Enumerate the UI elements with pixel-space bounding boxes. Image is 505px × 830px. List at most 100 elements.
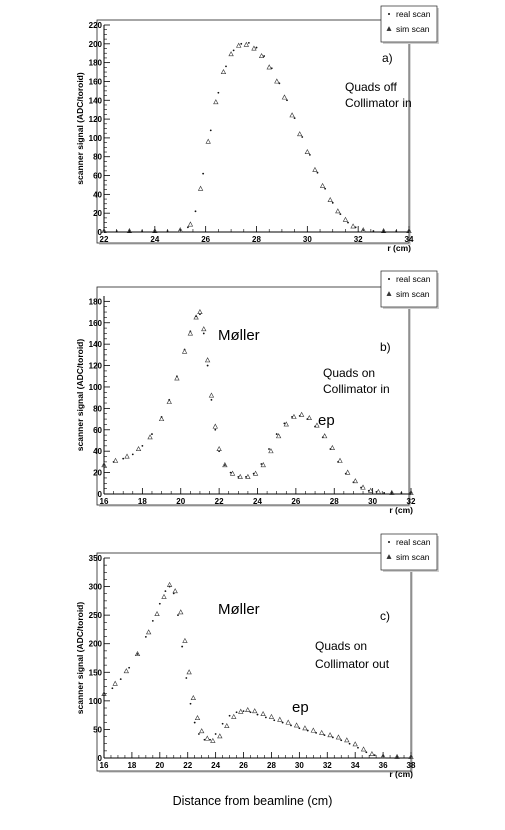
sim-scan-point	[266, 64, 272, 70]
real-scan-point	[228, 714, 231, 717]
real-scan-point	[202, 332, 205, 335]
sim-scan-point	[350, 223, 356, 229]
sim-scan-point	[297, 131, 303, 137]
sim-scan-point	[251, 45, 257, 51]
sim-scan-point	[327, 196, 333, 202]
x-tick-label: 24	[211, 761, 220, 770]
sim-scan-point	[101, 228, 107, 234]
sim-scan-point	[147, 434, 153, 440]
x-tick-label: 32	[323, 761, 332, 770]
legend-label: sim scan	[396, 24, 430, 34]
sim-scan-point	[161, 593, 167, 599]
real-scan-point	[210, 398, 213, 401]
sim-scan-point	[228, 51, 234, 57]
sim-scan-point	[236, 42, 242, 48]
sim-scan-point	[360, 227, 366, 233]
x-tick-label: 16	[100, 497, 109, 506]
real-scan-point	[290, 724, 292, 727]
real-scan-point	[229, 471, 232, 474]
sim-scan-point	[199, 728, 205, 734]
sim-scan-point	[212, 423, 218, 429]
sim-scan-point	[344, 737, 350, 743]
legend-marker-sim-scan	[386, 291, 392, 296]
sim-scan-point	[166, 398, 172, 404]
sim-scan-point	[260, 462, 266, 468]
sim-scan-point	[380, 228, 387, 234]
real-scan-point	[141, 230, 144, 232]
y-tick-label: 350	[89, 554, 103, 563]
real-scan-point	[166, 230, 169, 232]
y-tick-label: 120	[89, 362, 103, 371]
sim-scan-point	[298, 411, 305, 417]
sim-scan-point	[291, 413, 297, 419]
y-tick-label: 150	[89, 668, 103, 677]
real-scan-point	[395, 230, 398, 232]
sim-scan-point	[193, 314, 199, 320]
chart-panel-2: 16 18 20 22 24 26 28 30 32 0 20 40 60 80 100 120 140 160 1…	[75, 270, 439, 515]
sim-scan-point	[312, 166, 318, 172]
sim-scan-point	[277, 716, 283, 722]
y-tick-label: 80	[93, 153, 102, 162]
sim-scan-point	[274, 78, 280, 84]
sim-scan-point	[327, 732, 333, 738]
x-tick-label: 22	[183, 761, 192, 770]
y-tick-label: 100	[89, 697, 103, 706]
real-scan-point	[221, 722, 224, 725]
real-scan-point	[131, 453, 134, 456]
x-axis-unit: r (cm)	[387, 243, 411, 253]
legend-marker-real-scan	[388, 541, 390, 543]
real-scan-point	[141, 444, 144, 447]
real-scan-series	[103, 585, 412, 758]
real-scan-point	[390, 492, 393, 494]
sim-scan-point	[112, 457, 119, 463]
footer-caption: Distance from beamline (cm)	[172, 794, 333, 808]
real-scan-point	[197, 733, 200, 735]
y-axis-label: scanner signal (ADC/toroid)	[75, 339, 85, 452]
x-tick-label: 30	[295, 761, 304, 770]
legend-box	[380, 533, 438, 571]
panel-label: b)	[380, 340, 391, 354]
y-tick-label: 100	[89, 134, 103, 143]
real-scan-point	[181, 645, 184, 648]
legend-box	[380, 270, 438, 308]
real-scan-point	[151, 433, 153, 435]
y-tick-label: 300	[89, 583, 103, 592]
panel-frame	[96, 552, 412, 772]
sim-scan-point	[204, 357, 211, 363]
y-tick-label: 0	[98, 490, 103, 499]
sim-scan-point	[369, 750, 375, 756]
sim-scan-point	[166, 581, 173, 587]
sim-scan-point	[283, 421, 289, 427]
y-tick-label: 120	[89, 115, 103, 124]
y-tick-label: 160	[89, 77, 103, 86]
sim-scan-point	[406, 228, 412, 234]
sim-scan-point	[329, 444, 335, 450]
chart-panel-1: 22 24 26 28 30 32 34 0 20 40 60 80 100 120 140 160 180 20…	[75, 5, 439, 253]
legend-marker-sim-scan	[386, 554, 392, 559]
real-scan-point	[202, 172, 205, 175]
sim-scan-point	[335, 734, 342, 740]
legend-label: sim scan	[396, 289, 430, 299]
x-tick-label: 28	[330, 497, 339, 506]
real-scan-point	[383, 492, 386, 494]
real-scan-point	[316, 171, 319, 174]
sim-scan-point	[245, 706, 251, 712]
panel-note: Collimator out	[315, 657, 390, 671]
x-tick-label: 28	[252, 235, 261, 244]
sim-scan-point	[408, 489, 414, 495]
y-tick-label: 0	[98, 754, 103, 763]
sim-scan-point	[237, 473, 243, 479]
sim-scan-point	[252, 708, 258, 714]
real-scan-point	[255, 46, 258, 49]
sim-scan-point	[302, 725, 308, 731]
x-tick-label: 20	[176, 497, 185, 506]
real-scan-point	[225, 65, 227, 68]
sim-scan-point	[205, 138, 211, 144]
real-scan-point	[153, 230, 156, 232]
sim-scan-point	[172, 588, 178, 594]
real-scan-point	[240, 42, 243, 45]
x-tick-label: 32	[407, 497, 416, 506]
x-tick-label: 22	[215, 497, 224, 506]
x-tick-label: 26	[239, 761, 248, 770]
sim-scan-point	[229, 470, 236, 476]
